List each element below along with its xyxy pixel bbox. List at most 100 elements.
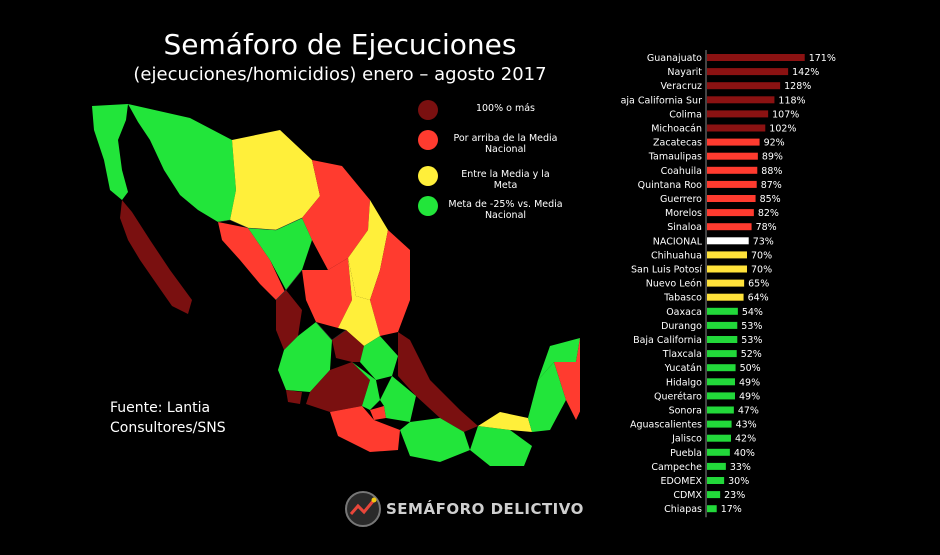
bar-value-label: 89% — [762, 152, 783, 163]
bar-category-label: Michoacán — [651, 124, 702, 135]
bar-category-label: Puebla — [670, 448, 702, 459]
bar — [707, 180, 757, 188]
bar-category-label: Morelos — [665, 208, 702, 219]
map-colima — [286, 390, 302, 404]
map-zacatecas — [302, 258, 352, 328]
bar-value-label: 102% — [769, 124, 796, 135]
legend-label: Entre la Media y la Meta — [461, 169, 550, 191]
bar — [707, 307, 738, 315]
bar-value-label: 82% — [758, 208, 779, 219]
bar-value-label: 107% — [772, 109, 799, 120]
bar-value-label: 23% — [724, 490, 745, 501]
map-tabasco — [478, 412, 532, 432]
bar-category-label: EDOMEX — [660, 476, 702, 487]
map-baja-california-sur — [120, 200, 192, 314]
bar — [707, 54, 805, 61]
bar-value-label: 70% — [751, 250, 772, 261]
logo-gauge-icon — [345, 491, 381, 527]
bar — [707, 152, 758, 160]
legend-item-between-average-and-goal: Entre la Media y la Meta — [418, 166, 638, 196]
bar-value-label: 42% — [735, 434, 756, 445]
map-san-luis-potosi — [338, 258, 380, 346]
map-puebla — [380, 376, 416, 422]
bar-value-label: 50% — [740, 363, 761, 374]
chart-subtitle: (ejecuciones/homicidios) enero – agosto … — [133, 64, 547, 85]
bar-category-label: San Luis Potosí — [631, 265, 702, 276]
bar-category-label: Baja California — [633, 335, 702, 346]
chart-title: Semáforo de Ejecuciones — [163, 28, 517, 61]
bar-value-label: 53% — [741, 335, 762, 346]
bar-category-label: Baja California Sur — [620, 95, 702, 106]
bar-category-label: Zacatecas — [653, 138, 702, 149]
bar — [707, 350, 737, 358]
bar-chart: Guanajuato 171% Nayarit 142% Veracruz 128% Baj… — [620, 50, 836, 518]
bar-value-label: 85% — [760, 194, 781, 205]
bar-category-label: Jalisco — [671, 434, 702, 445]
bar-value-label: 47% — [738, 406, 759, 417]
bar-category-label: Sonora — [669, 406, 702, 417]
bar-value-label: 78% — [756, 222, 777, 233]
map-veracruz — [398, 332, 478, 432]
bar — [707, 364, 736, 372]
source-line-2: Consultores/SNS — [110, 420, 226, 436]
map-durango — [248, 218, 312, 290]
bar-category-label: Chiapas — [664, 504, 702, 515]
bar — [707, 378, 735, 386]
bar — [707, 434, 731, 442]
bar-category-label: Guerrero — [660, 194, 702, 205]
bar-value-label: 33% — [730, 462, 751, 473]
bar — [707, 477, 725, 484]
bar — [707, 265, 747, 273]
bar-value-label: 92% — [764, 138, 785, 149]
bar-category-label: Nayarit — [667, 67, 702, 78]
logo: SEMÁFORO DELICTIVO — [344, 490, 583, 530]
legend-dot — [418, 196, 438, 216]
mexico-map — [92, 104, 580, 466]
bar-category-label: Oaxaca — [666, 307, 702, 318]
bar — [707, 321, 738, 329]
bar — [707, 251, 747, 259]
map-chihuahua — [230, 130, 320, 230]
bar-category-label: Chihuahua — [651, 250, 702, 261]
bar-category-label: Nuevo León — [646, 279, 702, 290]
bar-value-label: 128% — [784, 81, 811, 92]
legend-item-over-100: 100% o más — [418, 100, 638, 130]
bar — [707, 406, 734, 414]
bar — [707, 166, 758, 174]
bar-value-label: 70% — [751, 265, 772, 276]
legend-label: Meta de -25% vs. Media Nacional — [448, 199, 563, 221]
bar-value-label: 54% — [742, 307, 763, 318]
map-edomex — [352, 362, 380, 410]
bar-category-label: Veracruz — [661, 81, 702, 92]
map-legend: 100% o más Por arriba de la Media Nacion… — [418, 100, 638, 232]
bar — [707, 68, 789, 76]
map-baja-california — [92, 104, 128, 200]
legend-label: Por arriba de la Media Nacional — [453, 133, 558, 155]
bar-category-label: Tlaxcala — [662, 349, 702, 360]
bar-category-label: Querétaro — [654, 391, 702, 402]
bar-category-label: Aguascalientes — [630, 420, 702, 431]
map-guerrero — [330, 406, 400, 452]
bar — [707, 110, 769, 118]
logo-text: SEMÁFORO DELICTIVO — [386, 500, 584, 518]
map-oaxaca — [400, 418, 470, 462]
bar-value-label: 49% — [739, 391, 760, 402]
bar-value-label: 49% — [739, 377, 760, 388]
bar — [707, 505, 717, 513]
bar-value-label: 53% — [741, 321, 762, 332]
bar — [707, 195, 756, 202]
source-line-1: Fuente: Lantia — [110, 400, 211, 416]
bar-value-label: 73% — [753, 236, 774, 247]
bar-category-label: Guanajuato — [647, 53, 702, 64]
map-coahuila — [302, 160, 370, 270]
map-nuevo-leon — [348, 200, 388, 300]
map-morelos — [370, 406, 386, 420]
bar-category-label: Hidalgo — [666, 377, 702, 388]
bar — [707, 420, 732, 428]
bar-value-label: 43% — [736, 420, 757, 431]
bar — [707, 82, 781, 90]
map-yucatan — [538, 338, 580, 380]
bar-category-label: Coahuila — [661, 166, 702, 177]
bar-value-label: 87% — [761, 180, 782, 191]
legend-item-goal: Meta de -25% vs. Media Nacional — [418, 196, 638, 232]
